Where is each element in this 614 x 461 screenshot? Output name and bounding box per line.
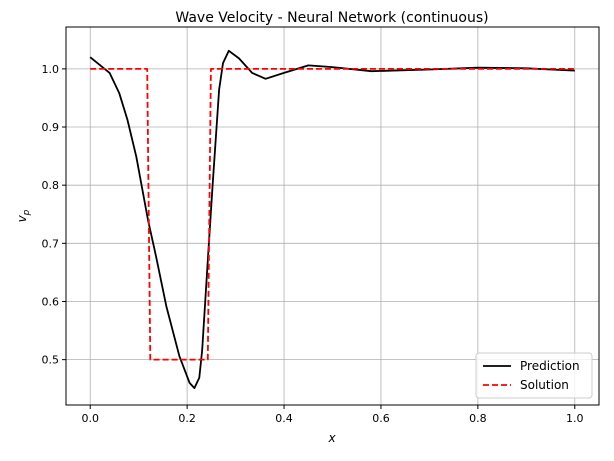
x-axis-label: x: [327, 431, 336, 445]
y-tick-label: 0.7: [42, 237, 60, 250]
plot-frame: [65, 26, 600, 406]
y-tick-label: 0.9: [42, 121, 60, 134]
legend-box: [475, 352, 593, 399]
grid: [66, 27, 599, 405]
x-tick-label: 0.0: [81, 412, 99, 425]
svg-text:vp: vp: [15, 209, 32, 222]
y-tick-label: 1.0: [42, 63, 60, 76]
x-tick-label: 0.8: [469, 412, 487, 425]
y-label-sub: p: [22, 209, 32, 216]
legend: Prediction Solution: [475, 352, 593, 399]
chart-title: Wave Velocity - Neural Network (continuo…: [175, 10, 488, 26]
y-label-main: v: [15, 214, 29, 222]
y-axis-label: vp: [15, 209, 32, 222]
x-tick-label: 0.6: [372, 412, 390, 425]
x-tick-label: 0.2: [178, 412, 196, 425]
series-group: [89, 49, 575, 390]
ticks: 0.0 0.2 0.4 0.6 0.8 1.0 0.5 0.6 0.7 0.8 0.9 1.0: [42, 63, 584, 425]
y-tick-label: 0.8: [42, 179, 60, 192]
y-tick-label: 0.5: [42, 354, 60, 367]
y-tick-label: 0.6: [42, 295, 60, 308]
series-line-prediction: [89, 49, 575, 390]
x-tick-label: 1.0: [566, 412, 584, 425]
legend-label-prediction: Prediction: [520, 359, 580, 373]
x-tick-label: 0.4: [275, 412, 293, 425]
legend-label-solution: Solution: [520, 378, 569, 392]
series-line-solution: [90, 68, 575, 361]
